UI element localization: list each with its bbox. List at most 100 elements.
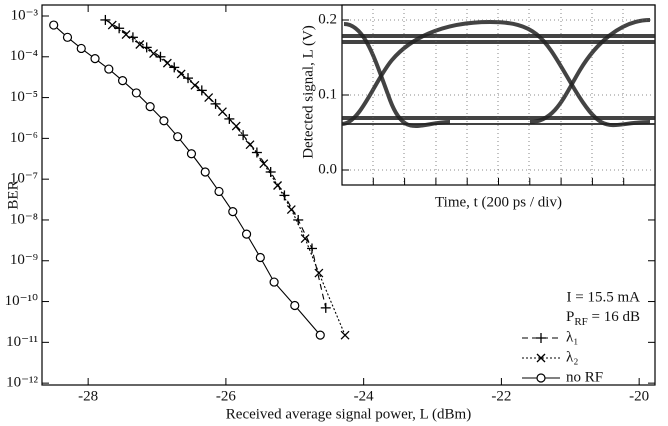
marker-stroke: [76, 43, 86, 54]
y-tick-label: 10⁻⁶: [10, 130, 38, 146]
legend-label: λ₂: [566, 349, 579, 365]
data-point: [121, 30, 131, 40]
marker-stroke: [214, 186, 224, 197]
x-tick-label: -24: [354, 388, 374, 404]
data-point: [214, 186, 224, 197]
y-tick-label: 10⁻¹²: [6, 375, 38, 391]
x-axis-label: Time, t (200 ps / div): [435, 194, 562, 210]
y-tick-label: 10⁻³: [11, 7, 39, 23]
data-point: [145, 102, 155, 112]
data-point: [190, 80, 200, 90]
data-point: [173, 132, 183, 142]
x-tick-label: -28: [78, 388, 98, 404]
marker-stroke: [117, 76, 128, 86]
legend-label: no RF: [566, 369, 603, 385]
marker-stroke: [131, 88, 141, 98]
eye-trace: [529, 18, 651, 124]
data-point: [286, 205, 296, 215]
y-tick-label: 10⁻⁴: [10, 48, 38, 64]
data-point: [293, 214, 304, 225]
marker-stroke: [162, 58, 172, 68]
x-tick-label: -26: [216, 388, 236, 404]
marker-stroke: [231, 121, 241, 131]
x-tick-label: -22: [491, 388, 511, 404]
legend-marker: [536, 353, 546, 363]
eye-trace: [343, 22, 451, 128]
y-tick-label: 10⁻⁵: [10, 89, 38, 105]
y-tick-label: 0.0: [318, 161, 337, 177]
eye-traces: [341, 18, 655, 128]
data-point: [100, 14, 111, 25]
marker-stroke: [245, 140, 255, 150]
data-point: [176, 69, 186, 79]
data-point: [200, 167, 210, 177]
data-point: [269, 277, 279, 287]
data-point: [251, 147, 262, 158]
marker-stroke: [159, 116, 169, 126]
data-point: [135, 40, 145, 49]
marker-stroke: [536, 353, 546, 363]
y-tick-label: 10⁻⁷: [10, 171, 38, 187]
series-line: [105, 19, 327, 308]
marker-stroke: [173, 132, 183, 142]
marker-stroke: [121, 30, 131, 40]
y-axis-label: BER: [5, 180, 21, 209]
data-point: [231, 121, 241, 131]
data-point: [300, 234, 310, 244]
data-point: [340, 330, 350, 340]
marker-stroke: [273, 181, 283, 190]
data-point: [162, 58, 172, 68]
y-tick-label: 0.1: [318, 86, 337, 102]
y-tick-label: 10⁻¹⁰: [5, 293, 38, 309]
data-point: [217, 107, 227, 117]
data-point: [241, 229, 252, 239]
annotation-part: P: [566, 309, 574, 325]
marker-stroke: [62, 32, 73, 42]
data-point: [196, 85, 207, 96]
marker-stroke: [204, 93, 214, 103]
marker-stroke: [200, 167, 210, 177]
marker-stroke: [217, 107, 227, 117]
data-point: [210, 98, 221, 109]
data-point: [306, 243, 317, 254]
marker-stroke: [145, 102, 155, 112]
data-point: [104, 64, 114, 74]
marker-stroke: [286, 205, 296, 215]
data-point: [76, 43, 86, 54]
data-point: [228, 207, 238, 217]
marker-stroke: [176, 69, 186, 79]
data-point: [320, 302, 331, 313]
data-point: [224, 113, 235, 124]
marker-stroke: [340, 330, 350, 340]
annotation-part: = 16 dB: [588, 309, 640, 325]
x-axis-label: Received average signal power, L (dBm): [226, 406, 471, 422]
y-tick-label: 0.2: [318, 11, 337, 27]
data-point: [131, 88, 141, 98]
legend-label: λ₁: [566, 329, 579, 345]
annotation: I = 15.5 mA: [567, 289, 641, 305]
marker-stroke: [300, 234, 310, 244]
marker-stroke: [536, 373, 546, 383]
marker-stroke: [241, 229, 252, 239]
marker-stroke: [315, 330, 325, 340]
data-point: [149, 49, 159, 59]
data-point: [186, 149, 197, 159]
legend-marker: [536, 373, 546, 383]
data-point: [90, 54, 100, 64]
data-point: [107, 20, 117, 30]
y-axis-label: Detected signal, L (V): [300, 25, 316, 159]
y-tick-label: 10⁻⁹: [10, 252, 38, 268]
marker-stroke: [228, 207, 238, 217]
marker-stroke: [186, 149, 197, 159]
marker-stroke: [107, 20, 117, 30]
data-point: [255, 252, 265, 263]
data-point: [204, 93, 214, 103]
data-point: [279, 190, 290, 201]
data-point: [290, 300, 300, 311]
inset-plot: 0.0 0.1 0.2 Time, t (200 ps / div) Detected …: [300, 4, 656, 210]
marker-stroke: [104, 64, 114, 74]
data-point: [49, 20, 59, 30]
data-point: [159, 116, 169, 126]
marker-stroke: [149, 49, 159, 59]
